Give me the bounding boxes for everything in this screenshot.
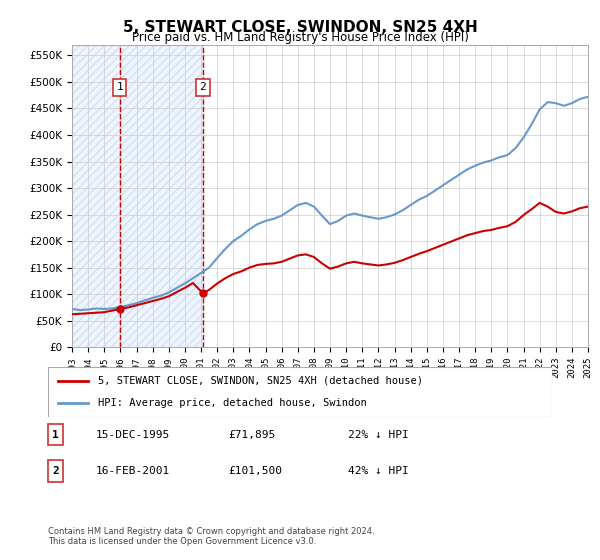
Text: 2: 2 bbox=[200, 82, 206, 92]
Text: 42% ↓ HPI: 42% ↓ HPI bbox=[348, 466, 409, 476]
Text: 2: 2 bbox=[52, 466, 59, 476]
Text: Price paid vs. HM Land Registry's House Price Index (HPI): Price paid vs. HM Land Registry's House … bbox=[131, 31, 469, 44]
FancyBboxPatch shape bbox=[48, 367, 552, 417]
Text: 22% ↓ HPI: 22% ↓ HPI bbox=[348, 430, 409, 440]
Text: Contains HM Land Registry data © Crown copyright and database right 2024.
This d: Contains HM Land Registry data © Crown c… bbox=[48, 526, 374, 546]
Text: £101,500: £101,500 bbox=[228, 466, 282, 476]
Bar bbox=[120, 45, 203, 347]
Bar bbox=[72, 45, 120, 347]
Text: 15-DEC-1995: 15-DEC-1995 bbox=[96, 430, 170, 440]
Text: £71,895: £71,895 bbox=[228, 430, 275, 440]
Text: 16-FEB-2001: 16-FEB-2001 bbox=[96, 466, 170, 476]
Bar bbox=[120, 45, 203, 347]
Text: 1: 1 bbox=[116, 82, 123, 92]
Text: HPI: Average price, detached house, Swindon: HPI: Average price, detached house, Swin… bbox=[98, 398, 367, 408]
Bar bbox=[72, 45, 120, 347]
Text: 5, STEWART CLOSE, SWINDON, SN25 4XH (detached house): 5, STEWART CLOSE, SWINDON, SN25 4XH (det… bbox=[98, 376, 424, 386]
Text: 1: 1 bbox=[52, 430, 59, 440]
Text: 5, STEWART CLOSE, SWINDON, SN25 4XH: 5, STEWART CLOSE, SWINDON, SN25 4XH bbox=[122, 20, 478, 35]
